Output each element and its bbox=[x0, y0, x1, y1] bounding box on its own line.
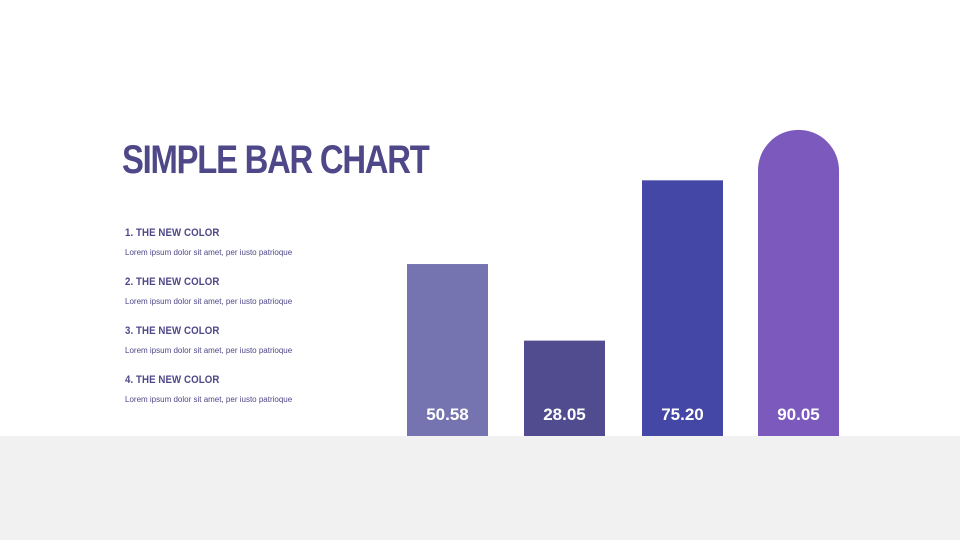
legend-item-1: 1. THE NEW COLOR Lorem ipsum dolor sit a… bbox=[125, 226, 385, 275]
legend-item-3: 3. THE NEW COLOR Lorem ipsum dolor sit a… bbox=[125, 324, 385, 373]
bar-4 bbox=[758, 129, 839, 436]
legend-item-4: 4. THE NEW COLOR Lorem ipsum dolor sit a… bbox=[125, 373, 385, 422]
legend-description: Lorem ipsum dolor sit amet, per iusto pa… bbox=[125, 248, 293, 257]
legend-description: Lorem ipsum dolor sit amet, per iusto pa… bbox=[125, 395, 293, 404]
legend-description: Lorem ipsum dolor sit amet, per iusto pa… bbox=[125, 297, 293, 306]
slide-title: SIMPLE BAR CHART bbox=[122, 138, 430, 182]
legend-heading: 3. THE NEW COLOR bbox=[125, 325, 220, 337]
bar-value-label-2: 28.05 bbox=[543, 405, 586, 424]
legend-list: 1. THE NEW COLOR Lorem ipsum dolor sit a… bbox=[125, 226, 385, 422]
bar-3 bbox=[642, 180, 723, 436]
legend-item-2: 2. THE NEW COLOR Lorem ipsum dolor sit a… bbox=[125, 275, 385, 324]
bar-2 bbox=[524, 340, 605, 436]
legend-description: Lorem ipsum dolor sit amet, per iusto pa… bbox=[125, 346, 293, 355]
bar-value-label-4: 90.05 bbox=[777, 405, 820, 424]
legend-heading: 2. THE NEW COLOR bbox=[125, 276, 220, 288]
bar-value-label-3: 75.20 bbox=[661, 405, 704, 424]
legend-heading: 1. THE NEW COLOR bbox=[125, 227, 220, 239]
bar-1 bbox=[407, 264, 488, 436]
floor-band bbox=[0, 436, 960, 540]
legend-heading: 4. THE NEW COLOR bbox=[125, 374, 220, 386]
bar-value-label-1: 50.58 bbox=[426, 405, 469, 424]
